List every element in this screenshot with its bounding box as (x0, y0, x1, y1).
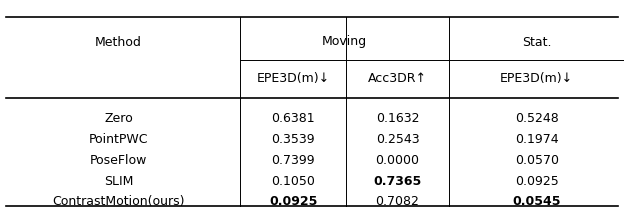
Text: 0.0925: 0.0925 (515, 175, 558, 188)
Text: 0.1632: 0.1632 (376, 112, 419, 125)
Text: 0.0925: 0.0925 (269, 195, 318, 208)
Text: 0.7399: 0.7399 (271, 154, 315, 167)
Text: Zero: Zero (104, 112, 133, 125)
Text: 0.1974: 0.1974 (515, 133, 558, 146)
Text: 0.6381: 0.6381 (271, 112, 315, 125)
Text: EPE3D(m)↓: EPE3D(m)↓ (500, 72, 573, 85)
Text: 0.7082: 0.7082 (376, 195, 419, 208)
Text: 0.2543: 0.2543 (376, 133, 419, 146)
Text: 0.0570: 0.0570 (515, 154, 558, 167)
Text: Stat.: Stat. (522, 35, 552, 49)
Text: ContrastMotion(ours): ContrastMotion(ours) (52, 195, 185, 208)
Text: PoseFlow: PoseFlow (90, 154, 147, 167)
Text: Acc3DR↑: Acc3DR↑ (368, 72, 427, 85)
Text: 0.1050: 0.1050 (271, 175, 315, 188)
Text: 0.7365: 0.7365 (373, 175, 422, 188)
Text: Moving: Moving (322, 35, 368, 49)
Text: PointPWC: PointPWC (89, 133, 149, 146)
Text: 0.0545: 0.0545 (512, 195, 561, 208)
Text: Method: Method (95, 35, 142, 49)
Text: 0.5248: 0.5248 (515, 112, 558, 125)
Text: 0.0000: 0.0000 (376, 154, 419, 167)
Text: EPE3D(m)↓: EPE3D(m)↓ (256, 72, 330, 85)
Text: 0.3539: 0.3539 (271, 133, 315, 146)
Text: SLIM: SLIM (104, 175, 134, 188)
